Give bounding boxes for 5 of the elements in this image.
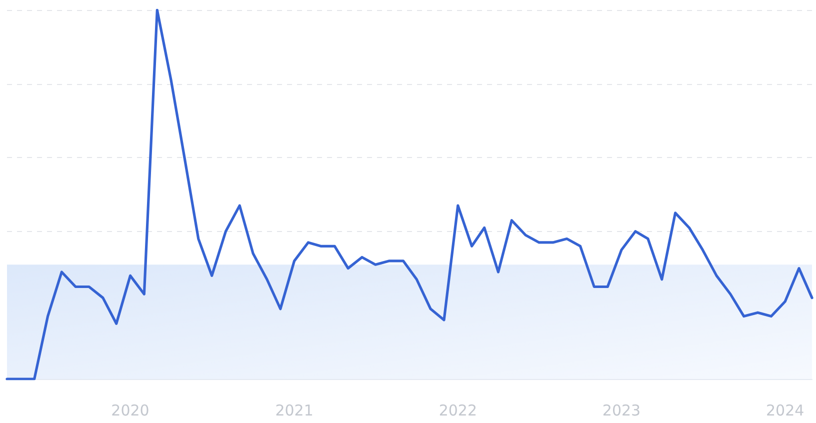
x-tick-label: 2021 (275, 402, 314, 420)
x-tick-label: 2023 (602, 402, 641, 420)
x-tick-label: 2024 (766, 402, 804, 420)
x-tick-label: 2020 (111, 402, 150, 420)
x-tick-label: 2022 (438, 402, 477, 420)
